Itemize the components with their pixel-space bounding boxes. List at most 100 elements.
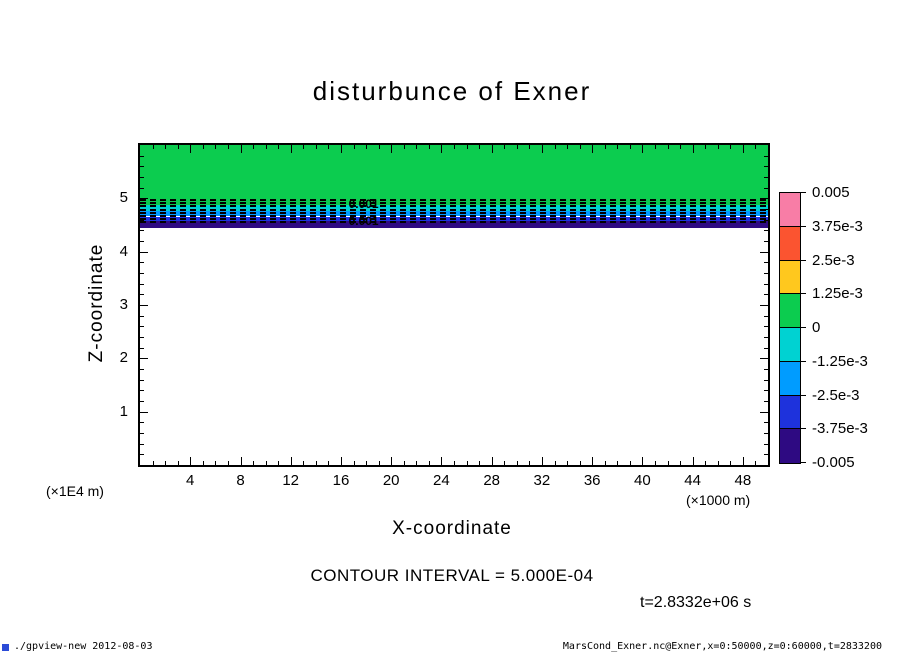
fill-band <box>140 145 768 205</box>
colorbar-tick <box>801 428 806 430</box>
x-tick-label: 32 <box>533 472 551 489</box>
x-axis-tick <box>328 461 330 465</box>
contour-line-dashed <box>140 221 768 224</box>
x-axis-tick <box>491 145 493 153</box>
y-axis-tick <box>764 390 768 392</box>
y-axis-tick <box>140 443 144 445</box>
x-tick-label: 20 <box>382 472 400 489</box>
x-axis-tick <box>567 461 568 465</box>
colorbar-label: 3.75e-3 <box>812 217 863 235</box>
x-axis-tick <box>692 145 694 153</box>
colorbar-label: -2.5e-3 <box>812 386 860 404</box>
x-axis-tick <box>466 461 468 465</box>
y-axis-tick <box>760 358 768 360</box>
x-axis-tick <box>667 145 669 149</box>
y-axis-tick <box>140 379 144 381</box>
x-axis-tick <box>165 145 167 149</box>
y-axis-tick <box>140 305 148 306</box>
x-axis-tick <box>265 145 267 149</box>
y-axis-tick <box>764 443 768 445</box>
x-axis-tick <box>529 145 531 149</box>
x-tick-label: 40 <box>634 472 651 489</box>
x-tick-label: 12 <box>282 472 300 489</box>
x-axis-tick <box>403 145 405 149</box>
x-axis-tick <box>215 145 217 149</box>
x-axis-tick <box>441 145 443 153</box>
y-axis-tick <box>140 337 144 338</box>
x-axis-tick <box>253 461 254 465</box>
x-axis-tick <box>202 461 204 465</box>
x-axis-tick <box>504 461 506 465</box>
y-axis-units: (×1E4 m) <box>46 483 104 499</box>
x-axis-tick <box>730 461 732 465</box>
x-axis-tick <box>567 145 568 149</box>
x-axis-tick <box>717 461 719 465</box>
y-axis-tick <box>140 262 144 264</box>
y-axis-tick <box>764 177 768 178</box>
y-axis-tick <box>140 411 148 413</box>
x-axis-tick <box>177 461 179 465</box>
x-axis-tick <box>177 145 179 149</box>
x-tick-label: 48 <box>734 472 752 489</box>
y-axis-tick <box>140 251 148 253</box>
y-axis-tick <box>140 422 144 424</box>
y-axis-tick <box>764 315 768 317</box>
colorbar-segment <box>780 395 800 430</box>
y-tick-label: 2 <box>119 349 128 367</box>
y-axis-tick <box>140 294 144 296</box>
y-axis-tick <box>760 411 768 413</box>
contour-interval-label: CONTOUR INTERVAL = 5.000E-04 <box>310 566 594 585</box>
x-axis-label: X-coordinate <box>392 518 512 539</box>
x-axis-tick <box>303 461 305 465</box>
x-axis-tick <box>541 457 543 465</box>
x-axis-tick <box>579 145 581 149</box>
x-axis-tick <box>441 457 443 465</box>
y-axis-tick <box>140 241 144 242</box>
footer-command-text: ./gpview-new 2012-08-03 <box>14 641 153 652</box>
y-axis-tick <box>760 198 768 200</box>
x-axis-tick <box>403 461 405 465</box>
x-axis-tick <box>190 457 192 465</box>
colorbar-tick <box>801 360 806 362</box>
y-axis-tick <box>764 422 768 424</box>
x-axis-tick <box>152 145 154 149</box>
x-axis-tick <box>705 145 707 149</box>
x-axis-tick <box>742 457 744 465</box>
y-axis-tick <box>764 326 768 328</box>
x-axis-tick <box>190 145 192 153</box>
x-axis-tick <box>341 457 342 465</box>
x-axis-tick <box>516 461 518 465</box>
x-axis-tick <box>416 461 418 465</box>
x-axis-tick <box>604 461 606 465</box>
x-axis-tick <box>655 145 656 149</box>
y-axis-tick <box>140 187 144 189</box>
colorbar-segment <box>780 226 800 261</box>
y-axis-tick <box>140 219 144 221</box>
x-axis-tick <box>617 461 619 465</box>
contour-line-dashed <box>140 211 768 214</box>
contour-line-dashed <box>140 202 768 205</box>
colorbar-segment <box>780 328 800 362</box>
x-axis-tick <box>416 145 418 149</box>
x-axis-tick <box>227 461 229 465</box>
x-axis-tick <box>391 145 393 153</box>
y-axis-tick <box>764 219 768 221</box>
x-axis-tick <box>617 145 619 149</box>
y-axis-tick <box>140 326 144 328</box>
x-axis-tick <box>328 145 330 149</box>
x-axis-tick <box>366 145 368 149</box>
colorbar-tick <box>801 462 806 463</box>
fill-band <box>140 221 768 228</box>
contour-line-dashed <box>140 208 768 211</box>
x-axis-tick <box>227 145 229 149</box>
x-axis-tick <box>655 461 656 465</box>
x-axis-tick <box>592 145 594 153</box>
y-axis-tick <box>140 273 144 274</box>
y-axis-tick <box>764 401 768 402</box>
x-axis-tick <box>366 461 368 465</box>
colorbar-segment <box>780 193 800 227</box>
x-tick-label: 24 <box>433 472 450 489</box>
x-axis-tick <box>378 461 380 465</box>
x-axis-tick <box>454 461 455 465</box>
colorbar-label: 1.25e-3 <box>812 285 863 303</box>
